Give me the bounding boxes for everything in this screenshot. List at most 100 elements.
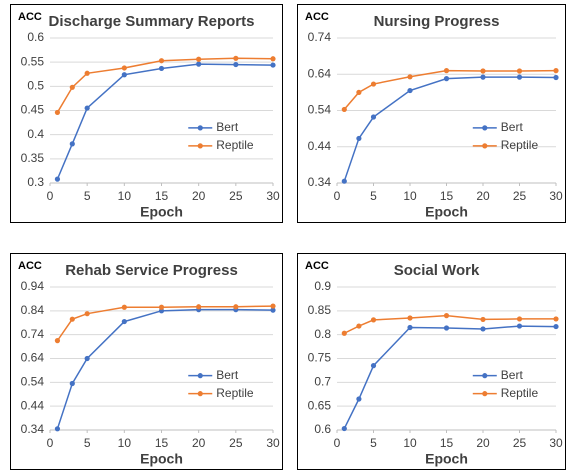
data-point: [407, 87, 413, 94]
panel-border: [297, 253, 566, 470]
data-point: [516, 74, 523, 80]
data-point: [69, 316, 75, 322]
y-tick-label: 0.54: [21, 375, 45, 389]
data-point: [84, 355, 90, 362]
x-tick-label: 20: [192, 189, 206, 203]
x-tick-label: 30: [549, 189, 563, 203]
data-point: [341, 178, 347, 184]
legend-marker: [482, 391, 488, 397]
x-tick-label: 5: [84, 189, 91, 203]
y-axis-label: ACC: [18, 260, 42, 272]
y-axis-label: ACC: [305, 11, 329, 23]
data-point: [356, 135, 362, 142]
y-tick-label: 0.5: [27, 79, 44, 93]
series-line: [343, 69, 557, 110]
data-point: [407, 324, 413, 331]
data-point: [196, 61, 202, 67]
y-tick-label: 0.84: [21, 303, 45, 317]
data-point: [370, 114, 377, 120]
panel-border: [297, 4, 566, 223]
y-tick-label: 0.75: [308, 351, 332, 365]
y-tick-label: 0.85: [308, 303, 332, 317]
y-tick-label: 0.74: [21, 327, 45, 341]
data-point: [121, 318, 127, 325]
data-point: [158, 304, 165, 310]
data-point: [84, 70, 90, 76]
data-point: [553, 316, 559, 322]
data-point: [54, 109, 61, 116]
y-tick-label: 0.3: [27, 175, 44, 189]
x-axis-label: Epoch: [140, 204, 183, 220]
y-tick-label: 0.6: [314, 422, 331, 436]
data-point: [480, 316, 486, 323]
x-tick-label: 20: [192, 436, 206, 450]
y-tick-label: 0.94: [21, 279, 45, 293]
y-tick-label: 0.35: [21, 151, 45, 165]
data-point: [233, 61, 239, 68]
x-tick-label: 30: [549, 436, 563, 450]
data-point: [54, 338, 61, 344]
legend-marker: [197, 143, 203, 149]
legend-marker: [482, 373, 488, 379]
data-point: [341, 106, 347, 113]
data-point: [270, 56, 276, 62]
data-point: [370, 363, 377, 369]
x-tick-label: 0: [334, 436, 341, 450]
legend-label: Reptile: [501, 138, 539, 152]
data-point: [121, 72, 127, 78]
data-point: [54, 426, 61, 432]
y-tick-label: 0.8: [314, 327, 331, 341]
legend-marker: [197, 125, 203, 131]
data-point: [341, 330, 347, 336]
data-point: [158, 308, 165, 314]
data-point: [516, 316, 523, 322]
x-tick-label: 10: [118, 189, 132, 203]
data-point: [443, 68, 450, 74]
y-tick-label: 0.64: [21, 351, 45, 365]
x-axis-label: Epoch: [425, 204, 468, 220]
legend-label: Bert: [501, 120, 524, 134]
y-tick-label: 0.4: [27, 127, 44, 141]
y-tick-label: 0.74: [308, 30, 332, 44]
x-tick-label: 15: [155, 189, 169, 203]
x-tick-label: 25: [229, 436, 243, 450]
legend-marker: [197, 391, 203, 397]
x-tick-label: 10: [118, 436, 132, 450]
data-point: [516, 323, 523, 329]
y-tick-label: 0.55: [21, 54, 45, 68]
chart-panel: Discharge Summary Reports ACC Epoch 0.3 0.35…: [10, 4, 283, 223]
chart-panel: Social Work ACC Epoch 0.6 0.65 0.7 0.75 0.8 0.85…: [297, 253, 566, 470]
legend-marker: [482, 143, 488, 149]
chart-title: Discharge Summary Reports: [49, 13, 255, 30]
y-tick-label: 0.34: [21, 422, 45, 436]
chart-panel: Rehab Service Progress ACC Epoch 0.34 0.44 0.…: [10, 253, 283, 470]
data-point: [516, 68, 523, 74]
x-tick-label: 5: [370, 189, 377, 203]
x-tick-label: 20: [476, 436, 490, 450]
x-tick-label: 25: [229, 189, 243, 203]
data-point: [158, 58, 165, 64]
x-tick-label: 10: [403, 436, 417, 450]
legend-label: Bert: [216, 120, 239, 134]
y-tick-label: 0.9: [314, 279, 331, 293]
x-tick-label: 30: [266, 189, 280, 203]
series-line: [56, 308, 274, 430]
y-axis-label: ACC: [18, 11, 42, 23]
legend-marker: [197, 373, 203, 379]
x-tick-label: 15: [155, 436, 169, 450]
x-tick-label: 5: [370, 436, 377, 450]
data-point: [356, 396, 362, 402]
x-tick-label: 0: [334, 189, 341, 203]
data-point: [553, 74, 559, 81]
x-tick-label: 0: [47, 436, 54, 450]
y-tick-label: 0.65: [308, 398, 332, 412]
data-point: [196, 304, 202, 310]
panel-border: [10, 253, 283, 470]
x-axis-label: Epoch: [140, 451, 183, 467]
series-line: [343, 325, 557, 429]
x-tick-label: 15: [440, 436, 454, 450]
data-point: [121, 65, 127, 71]
legend-marker: [482, 125, 488, 131]
legend-label: Bert: [216, 368, 239, 382]
